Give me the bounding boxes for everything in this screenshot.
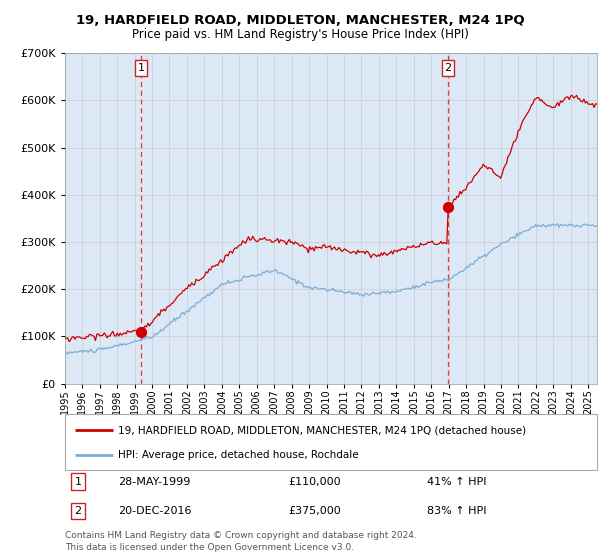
Text: 19, HARDFIELD ROAD, MIDDLETON, MANCHESTER, M24 1PQ: 19, HARDFIELD ROAD, MIDDLETON, MANCHESTE… <box>76 14 524 27</box>
Text: 83% ↑ HPI: 83% ↑ HPI <box>427 506 486 516</box>
Text: Price paid vs. HM Land Registry's House Price Index (HPI): Price paid vs. HM Land Registry's House … <box>131 28 469 41</box>
Text: 1: 1 <box>74 477 82 487</box>
Text: 19, HARDFIELD ROAD, MIDDLETON, MANCHESTER, M24 1PQ (detached house): 19, HARDFIELD ROAD, MIDDLETON, MANCHESTE… <box>118 425 526 435</box>
Text: 20-DEC-2016: 20-DEC-2016 <box>118 506 191 516</box>
Text: Contains HM Land Registry data © Crown copyright and database right 2024.
This d: Contains HM Land Registry data © Crown c… <box>65 531 416 552</box>
Text: £375,000: £375,000 <box>289 506 341 516</box>
FancyBboxPatch shape <box>65 414 597 470</box>
Text: 2: 2 <box>74 506 82 516</box>
Point <box>443 202 453 211</box>
Text: 2: 2 <box>445 63 452 73</box>
Text: 28-MAY-1999: 28-MAY-1999 <box>118 477 190 487</box>
Text: £110,000: £110,000 <box>289 477 341 487</box>
Text: HPI: Average price, detached house, Rochdale: HPI: Average price, detached house, Roch… <box>118 450 359 460</box>
Text: 41% ↑ HPI: 41% ↑ HPI <box>427 477 486 487</box>
Text: 1: 1 <box>137 63 145 73</box>
Point <box>136 327 146 336</box>
